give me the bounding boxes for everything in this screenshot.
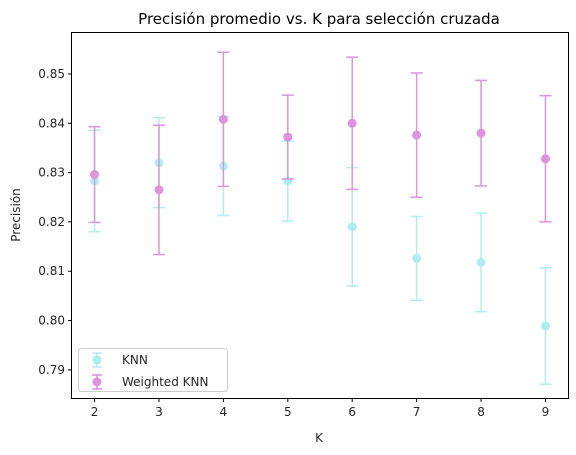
x-tick-label: 5 <box>284 405 292 419</box>
legend-marker-knn <box>92 352 102 368</box>
y-tick-label: 0.85 <box>38 67 65 81</box>
x-tick-label: 4 <box>220 405 228 419</box>
x-tick-label: 9 <box>542 405 550 419</box>
data-point <box>283 132 293 142</box>
data-point <box>412 253 422 263</box>
data-point <box>476 128 486 138</box>
data-point <box>90 170 100 180</box>
x-axis: 2 3 4 5 6 7 8 9 <box>91 398 550 419</box>
series-weighted-knn <box>88 51 552 256</box>
legend-label-knn: KNN <box>122 353 148 367</box>
data-point <box>218 114 228 124</box>
x-tick-label: 8 <box>477 405 485 419</box>
legend-point <box>92 355 102 365</box>
y-axis-label: Precisión <box>9 188 23 242</box>
data-point <box>412 130 422 140</box>
x-tick-label: 2 <box>91 405 99 419</box>
legend-box <box>78 348 228 392</box>
x-tick-label: 7 <box>413 405 421 419</box>
data-series <box>88 51 552 385</box>
x-axis-label: K <box>315 431 324 445</box>
legend: KNN Weighted KNN <box>78 348 228 392</box>
x-tick-label: 6 <box>348 405 356 419</box>
data-point <box>476 257 486 267</box>
y-tick-label: 0.84 <box>38 116 65 130</box>
data-point <box>540 154 550 164</box>
legend-label-weighted-knn: Weighted KNN <box>122 375 208 389</box>
legend-point <box>92 377 102 387</box>
y-tick-label: 0.83 <box>38 166 65 180</box>
x-tick-label: 3 <box>155 405 163 419</box>
legend-marker-weighted-knn <box>92 374 102 390</box>
y-tick-label: 0.80 <box>38 314 65 328</box>
chart-title: Precisión promedio vs. K para selección … <box>138 10 500 28</box>
data-point <box>347 118 357 128</box>
y-axis: 0.79 0.80 0.81 0.82 0.83 0.84 0.85 <box>38 67 72 377</box>
data-point <box>347 222 357 232</box>
data-point <box>540 321 550 331</box>
y-tick-label: 0.81 <box>38 264 65 278</box>
y-tick-label: 0.82 <box>38 215 65 229</box>
y-tick-label: 0.79 <box>38 363 65 377</box>
data-point <box>154 185 164 195</box>
plot-area <box>71 32 569 399</box>
